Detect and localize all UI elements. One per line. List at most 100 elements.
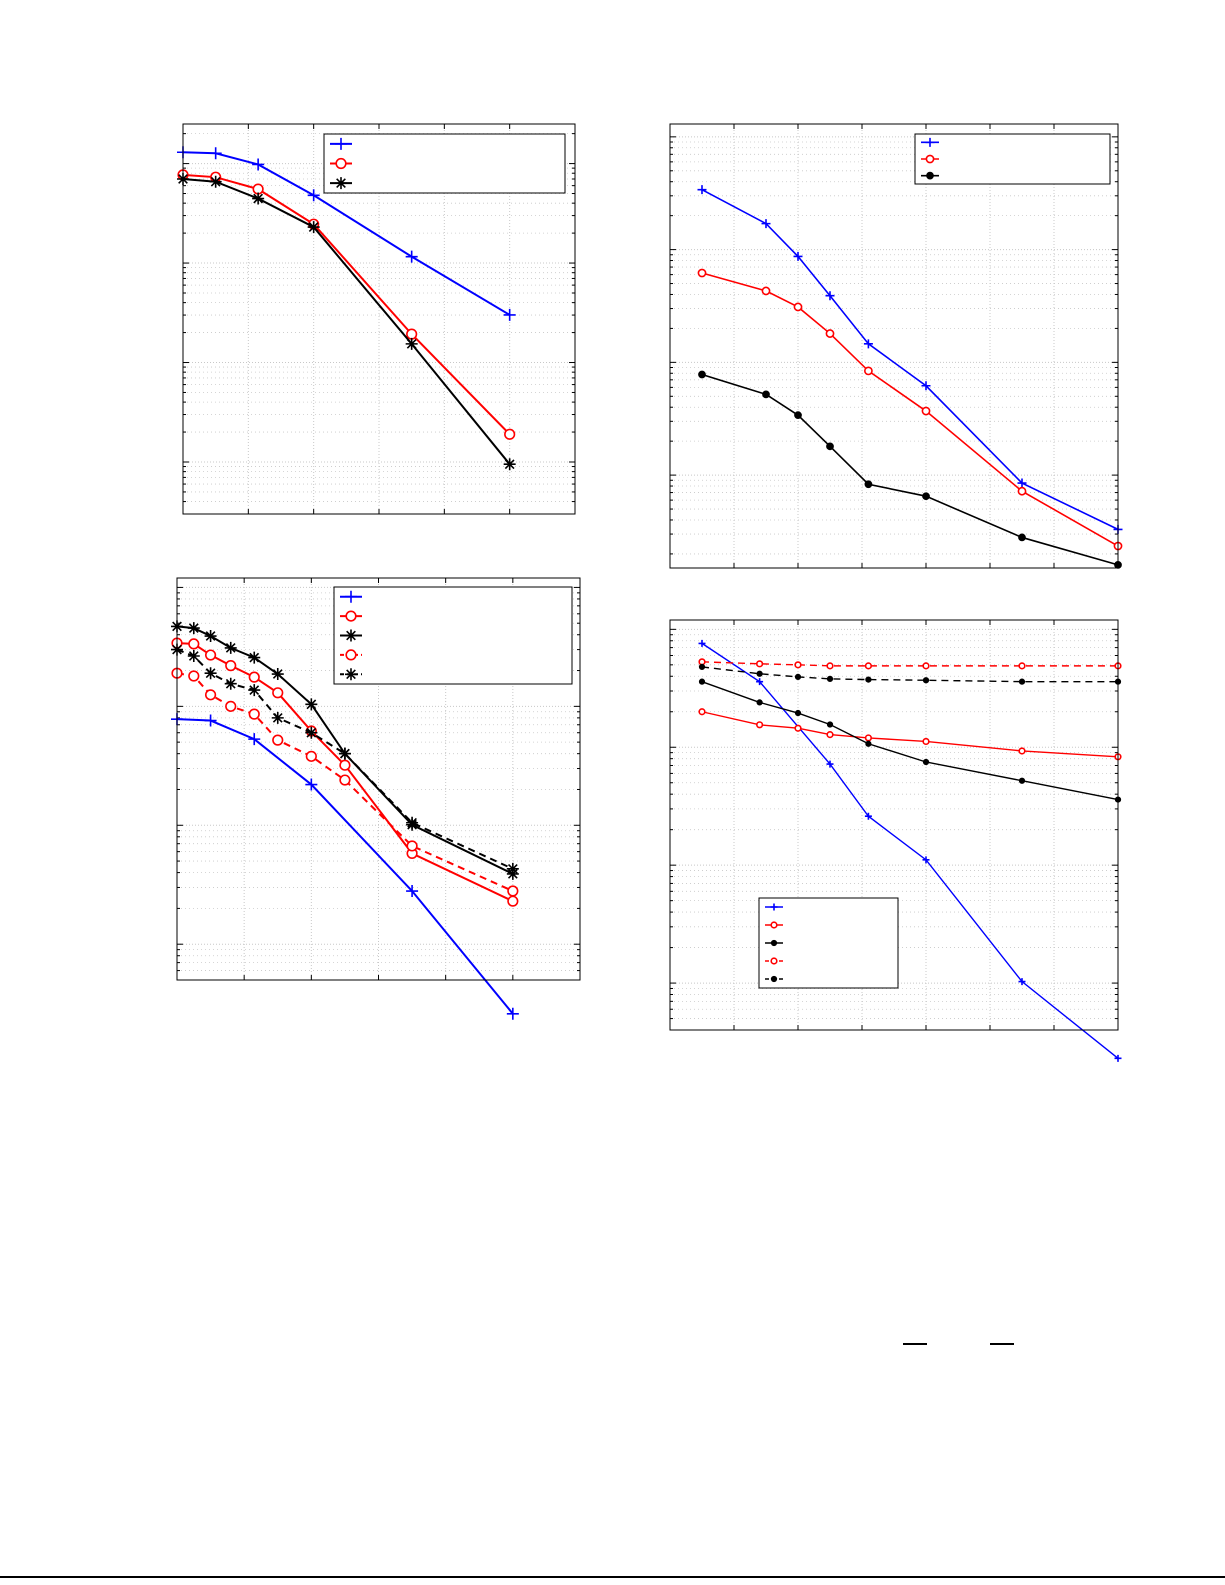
data-point	[307, 221, 320, 234]
data-point	[187, 622, 200, 635]
data-point	[503, 308, 516, 321]
data-point	[248, 651, 261, 664]
data-point	[826, 662, 834, 670]
data-point	[793, 251, 803, 261]
data-point	[865, 740, 872, 747]
data-point	[698, 663, 706, 671]
series-line	[701, 661, 1118, 667]
data-point	[697, 268, 707, 278]
legend-marker	[335, 137, 347, 150]
data-point	[922, 677, 930, 684]
series-1	[698, 639, 1122, 1062]
legend	[758, 897, 899, 989]
data-point	[506, 1007, 519, 1020]
data-point	[204, 649, 217, 661]
data-point	[406, 840, 418, 852]
data-point	[794, 661, 802, 669]
legend-marker	[335, 177, 347, 190]
data-point	[864, 662, 873, 670]
series-line	[701, 373, 1119, 566]
data-point	[1018, 533, 1026, 542]
data-point	[762, 390, 770, 399]
series-1	[697, 185, 1123, 534]
data-point	[756, 699, 763, 706]
data-point	[864, 812, 872, 820]
data-point	[339, 759, 351, 771]
data-point	[755, 660, 764, 668]
data-point	[698, 678, 706, 685]
data-point	[863, 339, 873, 349]
legend-entry-2	[330, 157, 352, 170]
legend-marker	[770, 921, 778, 929]
legend-box	[333, 586, 573, 685]
data-point	[225, 660, 237, 672]
data-point	[248, 671, 260, 683]
legend-marker	[926, 171, 934, 180]
legend-marker	[925, 154, 935, 164]
data-point	[1018, 777, 1026, 784]
data-point	[864, 734, 873, 742]
series-line	[182, 177, 511, 465]
data-point	[204, 630, 217, 643]
series-4	[171, 667, 519, 897]
data-point	[305, 726, 318, 739]
data-point	[1017, 486, 1027, 496]
data-point	[248, 733, 261, 746]
legend-marker	[335, 157, 347, 170]
data-point	[252, 158, 265, 171]
data-point	[761, 286, 771, 296]
data-point	[305, 750, 317, 762]
series-2	[698, 708, 1122, 761]
data-point	[272, 687, 284, 699]
data-point	[794, 709, 802, 717]
data-point	[406, 816, 419, 829]
data-point	[272, 734, 284, 746]
legend-entry-3	[921, 171, 939, 180]
data-point	[698, 370, 706, 379]
data-point	[1018, 678, 1026, 685]
legend	[914, 133, 1111, 185]
legend-entry-3	[330, 177, 352, 190]
data-point	[204, 667, 217, 680]
series-line	[701, 680, 1119, 801]
legend-marker	[925, 137, 935, 147]
data-point	[1017, 478, 1027, 488]
data-point	[248, 684, 261, 697]
series-3	[698, 678, 1122, 803]
legend-marker	[770, 939, 778, 947]
plot-frame	[669, 123, 1119, 569]
series-5	[698, 663, 1122, 685]
data-point	[1018, 747, 1026, 755]
legend-entry-5	[765, 975, 783, 983]
data-point	[209, 175, 222, 188]
data-point	[826, 442, 834, 451]
data-point	[794, 411, 802, 420]
data-point	[252, 183, 264, 195]
series-line	[701, 666, 1118, 683]
series-3	[698, 370, 1122, 569]
data-point	[1114, 1054, 1122, 1062]
data-point	[1018, 662, 1026, 670]
legend-marker	[770, 903, 778, 911]
legend-entry-4	[340, 649, 362, 661]
legend-marker	[345, 649, 357, 661]
plot-frame	[669, 619, 1119, 1031]
data-point	[922, 758, 930, 766]
data-point	[826, 760, 834, 768]
data-point	[756, 670, 763, 677]
legend-entry-2	[765, 921, 783, 929]
series-line	[176, 625, 514, 875]
data-point	[865, 676, 872, 683]
data-point	[188, 638, 200, 650]
legend-entry-2	[921, 154, 939, 164]
data-point	[922, 737, 930, 746]
data-point	[406, 885, 419, 898]
data-point	[188, 670, 200, 682]
data-point	[825, 329, 835, 338]
data-point	[307, 189, 320, 202]
chart-bottom-left	[171, 577, 581, 1020]
legend	[323, 133, 566, 194]
data-point	[504, 428, 516, 440]
series-line	[176, 648, 514, 870]
